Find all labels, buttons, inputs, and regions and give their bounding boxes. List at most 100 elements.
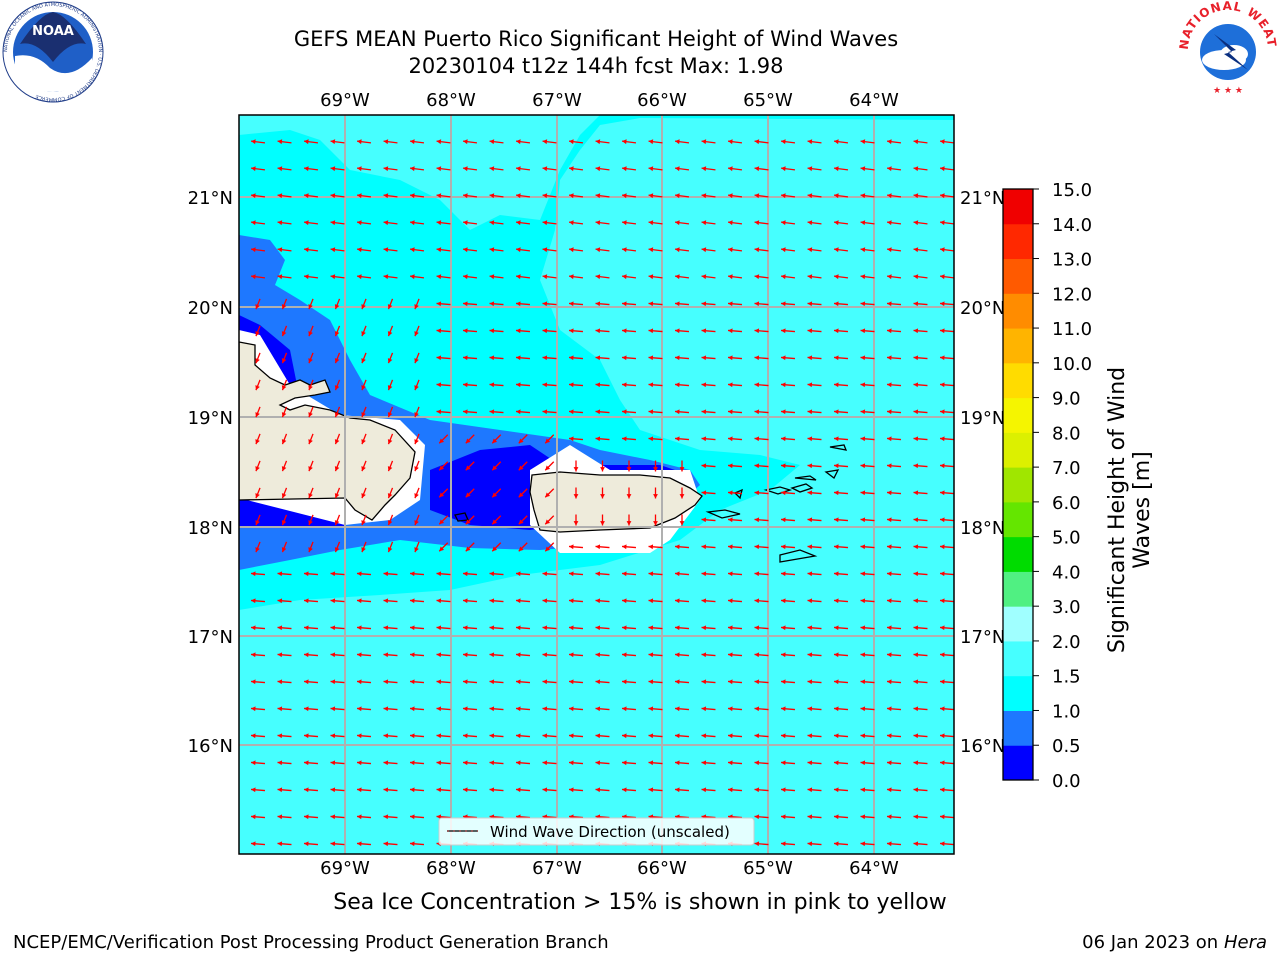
- wave-direction-arrow: [308, 487, 314, 499]
- wave-direction-arrow: [833, 760, 849, 766]
- wave-direction-arrow: [250, 787, 266, 793]
- wave-direction-arrow: [648, 382, 663, 388]
- wave-direction-arrow: [674, 328, 690, 334]
- wave-direction-arrow: [648, 598, 663, 604]
- lon-tick-label: 64°W: [849, 858, 899, 879]
- noaa-logo-text: NOAA: [32, 24, 74, 39]
- wave-direction-arrow: [383, 220, 398, 226]
- footer-date: 06 Jan 2023 on Hera: [1082, 932, 1267, 953]
- wave-direction-arrow: [387, 433, 394, 445]
- wave-direction-arrow: [542, 166, 557, 172]
- colorbar-bin: [1003, 640, 1033, 677]
- wave-direction-arrow: [833, 382, 849, 388]
- wave-direction-arrow: [621, 247, 637, 253]
- noaa-logo: NOAA NATIONAL OCEANIC AND ATMOSPHERIC AD…: [2, 1, 104, 103]
- wave-direction-arrow: [489, 220, 504, 226]
- wave-direction-arrow: [308, 541, 314, 553]
- wave-direction-arrow: [780, 328, 796, 334]
- colorbar-bin: [1003, 362, 1033, 399]
- wave-direction-arrow: [754, 679, 769, 685]
- wave-direction-arrow: [356, 733, 372, 739]
- wave-direction-arrow: [436, 787, 451, 793]
- wave-direction-arrow: [780, 625, 796, 631]
- wave-direction-arrow: [436, 706, 451, 712]
- wave-direction-arrow: [356, 139, 372, 145]
- footer-org: NCEP/EMC/Verification Post Processing Pr…: [13, 932, 609, 953]
- wave-direction-arrow: [383, 652, 398, 658]
- wave-direction-arrow: [330, 193, 345, 199]
- wave-direction-arrow: [356, 247, 372, 253]
- wave-direction-arrow: [754, 436, 769, 442]
- wave-direction-arrow: [626, 487, 632, 499]
- lon-tick-label: 68°W: [426, 858, 476, 879]
- wave-direction-arrow: [807, 382, 822, 388]
- wave-direction-arrow: [833, 652, 849, 658]
- wave-direction-arrow: [913, 571, 928, 577]
- colorbar-bin: [1003, 189, 1033, 225]
- wave-direction-arrow: [701, 544, 716, 550]
- colorbar-tick-label: 3.0: [1052, 597, 1081, 618]
- wave-direction-arrow: [860, 301, 875, 307]
- wave-direction-arrow: [544, 488, 555, 498]
- wave-direction-arrow: [860, 652, 875, 658]
- wave-direction-arrow: [303, 220, 319, 226]
- wave-direction-arrow: [515, 382, 531, 388]
- wave-direction-arrow: [807, 355, 822, 361]
- wave-direction-arrow: [277, 760, 292, 766]
- wave-direction-arrow: [308, 352, 314, 364]
- wave-direction-arrow: [277, 598, 292, 604]
- wave-direction-arrow: [277, 139, 292, 145]
- wave-direction-arrow: [515, 166, 531, 172]
- wave-direction-arrow: [330, 598, 345, 604]
- lon-tick-label: 66°W: [637, 90, 687, 111]
- wave-direction-arrow: [648, 787, 663, 793]
- wave-direction-arrow: [568, 139, 584, 145]
- wave-direction-arrow: [860, 328, 875, 334]
- wave-direction-arrow: [255, 487, 261, 499]
- wave-direction-arrow: [250, 760, 266, 766]
- wave-direction-arrow: [913, 139, 928, 145]
- wave-direction-arrow: [489, 706, 504, 712]
- wave-direction-arrow: [255, 433, 261, 445]
- wave-direction-arrow: [568, 382, 584, 388]
- wave-direction-arrow: [754, 463, 769, 469]
- wave-direction-arrow: [542, 139, 557, 145]
- wave-direction-arrow: [754, 382, 769, 388]
- wave-direction-arrow: [542, 247, 557, 253]
- wave-direction-arrow: [807, 679, 822, 685]
- wave-direction-arrow: [860, 733, 875, 739]
- lat-tick-label: 16°N: [960, 736, 1005, 757]
- wave-direction-arrow: [939, 625, 954, 631]
- wave-direction-arrow: [833, 679, 849, 685]
- wave-direction-arrow: [303, 193, 319, 199]
- wave-direction-arrow: [913, 166, 928, 172]
- wave-direction-arrow: [489, 787, 504, 793]
- colorbar-tick-label: 2.0: [1052, 632, 1081, 653]
- wave-direction-arrow: [701, 463, 716, 469]
- wave-direction-arrow: [568, 409, 584, 415]
- wave-direction-arrow: [255, 514, 261, 526]
- wave-direction-arrow: [595, 544, 610, 550]
- wave-direction-arrow: [303, 166, 319, 172]
- wave-direction-arrow: [701, 652, 716, 658]
- wave-direction-arrow: [754, 139, 769, 145]
- wave-direction-arrow: [674, 733, 690, 739]
- wave-direction-arrow: [303, 760, 319, 766]
- wave-direction-arrow: [807, 301, 822, 307]
- wave-direction-arrow: [595, 166, 610, 172]
- wave-direction-arrow: [361, 298, 367, 310]
- wave-direction-arrow: [303, 625, 319, 631]
- wave-direction-arrow: [701, 598, 716, 604]
- wave-direction-arrow: [308, 433, 314, 445]
- wave-direction-arrow: [250, 679, 266, 685]
- arrow-legend: Wind Wave Direction (unscaled): [438, 817, 755, 846]
- wave-direction-arrow: [383, 193, 398, 199]
- wave-direction-arrow: [860, 544, 875, 550]
- wave-direction-arrow: [489, 598, 504, 604]
- wave-direction-arrow: [648, 652, 663, 658]
- wave-direction-arrow: [518, 515, 528, 525]
- wave-direction-arrow: [727, 598, 743, 604]
- wave-direction-arrow: [356, 841, 372, 847]
- wave-direction-arrow: [600, 460, 605, 472]
- wave-direction-arrow: [833, 706, 849, 712]
